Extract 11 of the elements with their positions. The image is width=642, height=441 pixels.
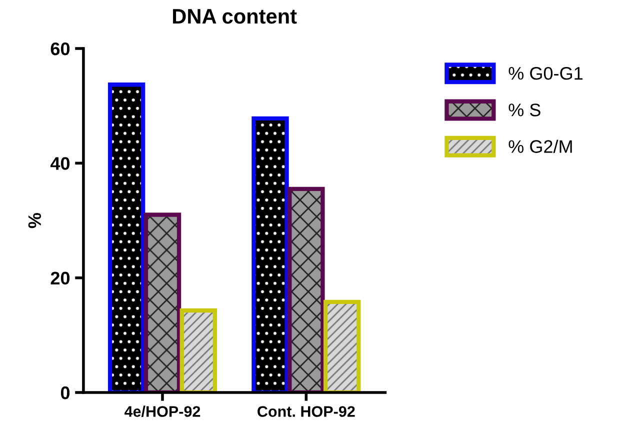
legend-label: % S xyxy=(508,104,540,116)
y-tick-label: 0 xyxy=(60,386,70,400)
y-tick-label: 40 xyxy=(50,157,70,170)
x-tick-label: Cont. HOP-92 xyxy=(258,406,355,417)
chart-title: DNA content xyxy=(173,9,297,24)
y-tick-label: 20 xyxy=(50,272,70,285)
y-axis-title: % xyxy=(28,212,42,228)
y-tick-label: 60 xyxy=(50,42,70,56)
legend-label: % G2/M xyxy=(508,140,572,153)
legend-label: % G0-G1 xyxy=(508,66,582,80)
x-tick-label: 4e/HOP-92 xyxy=(124,406,200,418)
